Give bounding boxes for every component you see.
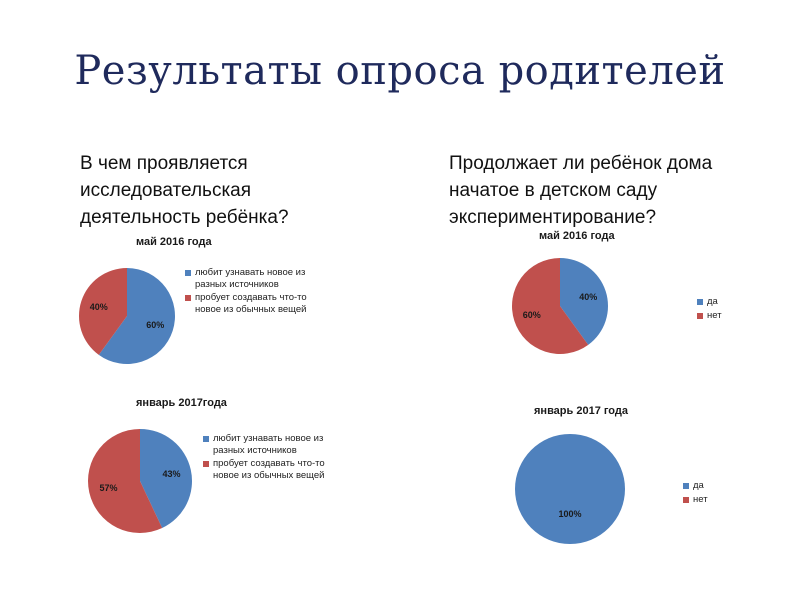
chart-title: январь 2017 года	[534, 405, 628, 417]
pie-data-label: 43%	[162, 469, 180, 479]
pie-chart: 43% 57%	[88, 429, 192, 533]
legend-item: любит узнавать новое из разных источнико…	[185, 267, 325, 290]
legend-swatch	[185, 270, 191, 276]
legend-label: любит узнавать новое из разных источнико…	[195, 267, 306, 290]
legend-item: нет	[683, 494, 743, 506]
legend-item: любит узнавать новое из разных источнико…	[203, 433, 343, 456]
pie-data-label: 60%	[146, 320, 164, 330]
legend-item: да	[683, 480, 743, 492]
question-left: В чем проявляется исследовательская деят…	[80, 150, 380, 231]
question-right-line: Продолжает ли ребёнок дома	[449, 153, 713, 174]
legend-item: пробует создавать что-то новое из обычны…	[185, 292, 325, 315]
chart-legend: да нет	[697, 296, 757, 323]
chart-legend: любит узнавать новое из разных источнико…	[203, 433, 343, 483]
pie-slice	[88, 429, 163, 533]
legend-label: да	[707, 296, 718, 307]
chart-title: май 2016 года	[136, 236, 212, 248]
legend-label: пробует создавать что-то новое из обычны…	[213, 458, 325, 481]
chart-legend: да нет	[683, 480, 743, 507]
pie-slice	[512, 258, 589, 354]
legend-swatch	[203, 461, 209, 467]
pie-slice	[98, 268, 175, 364]
legend-swatch	[697, 312, 703, 319]
legend-label: да	[693, 480, 704, 491]
pie-chart: 100%	[515, 434, 625, 544]
question-right-line: экспериментирование?	[449, 207, 657, 228]
pie-slice	[515, 434, 625, 544]
slide-title: Результаты опроса родителей	[74, 48, 726, 94]
pie-chart: 40% 60%	[512, 258, 608, 354]
pie-data-label: 40%	[90, 302, 108, 312]
legend-item: пробует создавать что-то новое из обычны…	[203, 458, 343, 481]
legend-item: нет	[697, 310, 757, 322]
legend-swatch	[697, 299, 703, 305]
question-left-line: В чем проявляется	[80, 153, 248, 174]
legend-swatch	[683, 483, 689, 489]
legend-label: нет	[707, 309, 722, 321]
legend-label: нет	[693, 493, 708, 505]
legend-label: любит узнавать новое из разных источнико…	[213, 433, 324, 456]
pie-slice	[140, 429, 192, 529]
pie-data-label: 60%	[523, 310, 541, 320]
pie-slice	[79, 268, 127, 355]
legend-label: пробует создавать что-то новое из обычны…	[195, 292, 307, 315]
legend-swatch	[683, 496, 689, 503]
legend-swatch	[203, 436, 209, 442]
chart-legend: любит узнавать новое из разных источнико…	[185, 267, 325, 317]
chart-title: май 2016 года	[539, 230, 615, 242]
question-right-line: начатое в детском саду	[449, 180, 658, 201]
question-left-line: деятельность ребёнка?	[80, 207, 289, 228]
pie-data-label: 40%	[579, 292, 597, 302]
pie-slice	[560, 258, 608, 345]
question-right: Продолжает ли ребёнок дома начатое в дет…	[449, 150, 769, 231]
chart-title: январь 2017года	[136, 397, 227, 409]
question-left-line: исследовательская	[80, 180, 252, 201]
pie-data-label: 57%	[100, 483, 118, 493]
pie-data-label: 100%	[558, 509, 581, 519]
legend-item: да	[697, 296, 757, 308]
legend-swatch	[185, 295, 191, 301]
pie-chart: 60% 40%	[79, 268, 175, 364]
